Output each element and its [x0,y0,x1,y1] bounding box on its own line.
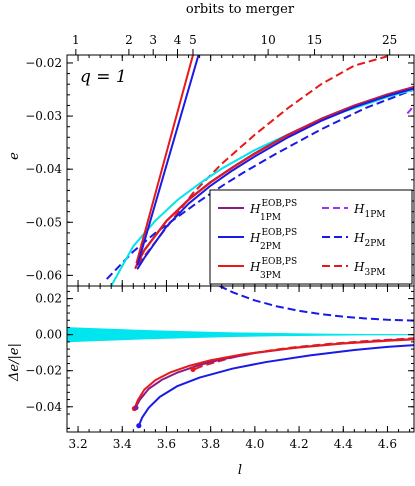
top-tick-label: 15 [307,33,322,47]
marker-1 [133,405,139,411]
x-tick-label: 3.6 [157,437,176,451]
annotation-q: q = 1 [80,67,127,87]
series-H2PM-top [106,88,414,280]
y-tick-label-bottom: −0.02 [25,364,62,378]
marker-2 [136,423,142,429]
y-tick-label-top: −0.04 [25,162,62,176]
x-tick-label: 3.4 [113,437,132,451]
top-tick-label: 5 [189,33,197,47]
x-tick-label: 4.4 [334,437,353,451]
top-tick-label: 1 [72,33,80,47]
series-H3PM_EOB_PS-top [134,86,414,269]
y-tick-label-bottom: 0.02 [35,292,62,306]
top-axis-title: orbits to merger [186,2,295,17]
top-tick-label: 3 [149,33,157,47]
x-tick-label: 3.8 [201,437,220,451]
series-steep_red-top [135,55,194,264]
y-tick-label-top: −0.05 [25,215,62,229]
y-tick-label-top: −0.03 [25,109,62,123]
top-tick-label: 2 [125,33,133,47]
top-tick-label: 10 [260,33,275,47]
series-H2PM-bottom [219,286,414,322]
y-tick-label-bottom: 0.00 [35,328,62,342]
y-tick-label-top: −0.06 [25,268,62,282]
x-tick-label: 4.2 [290,437,309,451]
y-axis-title-top: e [7,152,22,160]
top-tick-label: 25 [382,33,397,47]
x-axis-title: l [238,463,242,478]
series-H3PM_EOB_PS-bottom [133,338,414,410]
x-tick-label: 3.2 [69,437,88,451]
y-tick-label-bottom: −0.04 [25,400,62,414]
series-H1PM-top [406,103,414,115]
marker-3 [190,366,196,373]
y-axis-title-bottom: Δe/|e| [7,343,22,382]
plot-area-top [106,55,414,286]
series-H2PM_EOB_PS-bottom [137,344,414,427]
series-H2PM_EOB_PS-top [136,87,414,270]
plot-area-bottom [67,286,414,429]
y-tick-label-top: −0.02 [25,56,62,70]
series-H3PM-bottom [194,337,414,370]
x-tick-label: 4.6 [378,437,397,451]
band-bottom [67,327,414,343]
top-tick-label: 4 [174,33,182,47]
x-tick-label: 4.0 [245,437,264,451]
frame-bottom [66,285,415,433]
series-steep_blue-top [136,55,200,266]
